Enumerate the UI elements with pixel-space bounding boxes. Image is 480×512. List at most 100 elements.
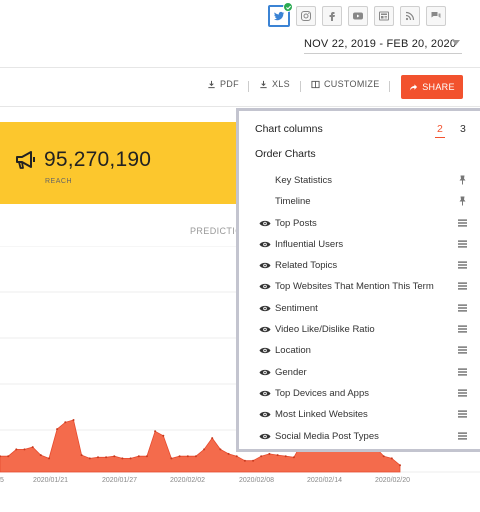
order-chart-label: Social Media Post Types xyxy=(275,430,379,442)
date-range-value: NOV 22, 2019 - FEB 20, 2020 xyxy=(304,38,457,50)
order-chart-item[interactable]: Social Media Post Types xyxy=(239,426,480,447)
reach-value: 95,270,190 xyxy=(44,148,152,171)
data-point xyxy=(72,419,75,421)
data-point xyxy=(162,434,165,437)
columns-option-3[interactable]: 3 xyxy=(460,123,466,135)
columns-icon xyxy=(311,80,320,88)
drag-handle-icon[interactable] xyxy=(458,410,467,418)
order-chart-item[interactable]: Gender xyxy=(239,362,480,383)
order-chart-item[interactable]: Timeline xyxy=(239,191,480,212)
eye-icon[interactable] xyxy=(259,219,271,228)
order-chart-label: Top Devices and Apps xyxy=(275,387,370,399)
eye-icon[interactable] xyxy=(259,304,271,313)
columns-option-2[interactable]: 2 xyxy=(435,123,445,138)
eye-icon[interactable] xyxy=(259,389,271,398)
order-chart-item[interactable]: Location xyxy=(239,340,480,361)
data-point xyxy=(186,455,189,458)
instagram-icon xyxy=(301,11,311,21)
export-xls-button[interactable]: XLS xyxy=(259,79,290,89)
instagram-filter[interactable] xyxy=(296,6,316,26)
drag-handle-icon[interactable] xyxy=(458,304,467,312)
eye-icon[interactable] xyxy=(259,432,271,441)
data-point xyxy=(284,455,287,458)
order-chart-label: Video Like/Dislike Ratio xyxy=(275,324,375,336)
data-point xyxy=(137,455,140,458)
drag-handle-icon[interactable] xyxy=(458,282,467,290)
drag-handle-icon[interactable] xyxy=(458,261,467,269)
order-chart-item[interactable]: Video Like/Dislike Ratio xyxy=(239,319,480,340)
twitter-filter[interactable] xyxy=(268,2,293,27)
share-arrow-icon xyxy=(410,83,418,91)
data-point xyxy=(194,455,197,458)
customize-button[interactable]: CUSTOMIZE xyxy=(311,79,380,89)
social-network-filters xyxy=(268,2,446,27)
order-chart-item[interactable]: Related Topics xyxy=(239,255,480,276)
drag-handle-icon[interactable] xyxy=(458,389,467,397)
order-chart-item[interactable]: Top Posts xyxy=(239,213,480,234)
drag-handle-icon[interactable] xyxy=(458,219,467,227)
order-chart-label: Related Topics xyxy=(275,260,338,272)
facebook-icon xyxy=(329,12,335,21)
order-charts-title: Order Charts xyxy=(255,148,316,160)
data-point xyxy=(145,455,148,458)
tab-predictions[interactable]: PREDICTIO xyxy=(190,226,243,236)
eye-icon[interactable] xyxy=(259,240,271,249)
order-chart-item[interactable]: Most Linked Websites xyxy=(239,404,480,425)
order-chart-item[interactable]: Top Devices and Apps xyxy=(239,383,480,404)
eye-icon[interactable] xyxy=(259,346,271,355)
data-point xyxy=(203,448,206,451)
order-chart-label: Gender xyxy=(275,366,307,378)
order-chart-label: Timeline xyxy=(275,196,311,208)
order-chart-item[interactable]: Key Statistics xyxy=(239,170,480,191)
reach-label: REACH xyxy=(45,178,73,185)
share-button[interactable]: SHARE xyxy=(401,75,463,99)
eye-icon[interactable] xyxy=(259,261,271,270)
rss-icon xyxy=(405,11,415,21)
youtube-filter[interactable] xyxy=(348,6,368,26)
rss-filter[interactable] xyxy=(400,6,420,26)
eye-icon[interactable] xyxy=(259,410,271,419)
download-icon xyxy=(260,80,267,88)
data-point xyxy=(390,457,393,460)
eye-icon[interactable] xyxy=(259,325,271,334)
eye-icon[interactable] xyxy=(259,368,271,377)
data-point xyxy=(399,464,401,467)
x-axis-tick-label: 2020/02/20 xyxy=(375,477,411,484)
order-chart-label: Location xyxy=(275,345,311,357)
data-point xyxy=(113,455,116,458)
order-chart-label: Key Statistics xyxy=(275,175,333,186)
drag-handle-icon[interactable] xyxy=(458,432,467,440)
data-point xyxy=(64,421,67,424)
drag-handle-icon[interactable] xyxy=(458,325,467,333)
news-filter[interactable] xyxy=(374,6,394,26)
date-range-picker[interactable]: NOV 22, 2019 - FEB 20, 2020 xyxy=(304,38,462,54)
x-axis-tick-label: 2020/02/02 xyxy=(170,477,206,484)
drag-handle-icon[interactable] xyxy=(458,346,467,354)
data-point xyxy=(227,452,230,455)
data-point xyxy=(56,428,59,431)
x-axis-tick-label: 2020/02/08 xyxy=(239,477,275,484)
data-point xyxy=(243,459,246,462)
data-point xyxy=(97,456,99,459)
chart-columns-panel: Chart columns 2 3 Order Charts Key Stati… xyxy=(236,108,480,452)
drag-handle-icon[interactable] xyxy=(458,368,467,376)
data-point xyxy=(252,459,255,462)
forum-filter[interactable] xyxy=(426,6,446,26)
data-point xyxy=(0,455,1,458)
order-charts-list: Key Statistics Timeline Top Posts Influenti… xyxy=(239,170,480,447)
chart-columns-title: Chart columns xyxy=(255,123,323,135)
youtube-icon xyxy=(353,12,363,20)
data-point xyxy=(39,454,42,457)
order-chart-label: Sentiment xyxy=(275,302,318,314)
order-chart-item[interactable]: Influential Users xyxy=(239,234,480,255)
facebook-filter[interactable] xyxy=(322,6,342,26)
selected-check-icon xyxy=(283,2,293,12)
export-pdf-button[interactable]: PDF xyxy=(207,79,239,89)
pin-icon xyxy=(459,196,466,206)
order-chart-item[interactable]: Top Websites That Mention This Term xyxy=(239,276,480,297)
drag-handle-icon[interactable] xyxy=(458,240,467,248)
order-chart-item[interactable]: Sentiment xyxy=(239,298,480,319)
data-point xyxy=(48,457,50,460)
x-axis-tick-label: 2020/01/21 xyxy=(33,477,69,484)
eye-icon[interactable] xyxy=(259,282,271,291)
